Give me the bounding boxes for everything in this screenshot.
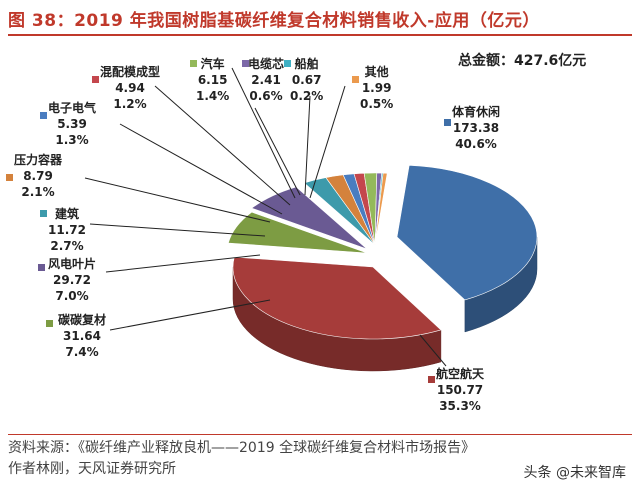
source-line-2: 作者林刚，天风证券研究所: [8, 461, 176, 477]
leader-line: [84, 177, 271, 223]
slice-label: 电缆芯 2.41 0.6%: [248, 56, 284, 104]
source-divider: [8, 434, 632, 435]
slice-name: 风电叶片: [48, 257, 97, 271]
slice-value: 29.72: [53, 273, 91, 287]
slice-name: 航空航天: [436, 367, 485, 381]
slice-name: 电缆芯: [248, 57, 285, 71]
slice-percent: 0.6%: [249, 89, 283, 103]
legend-swatch: [352, 76, 359, 83]
leader-line: [254, 107, 301, 196]
leader-line: [304, 95, 311, 196]
leader-line: [109, 299, 271, 331]
slice-label: 其他 1.99 0.5%: [360, 64, 393, 112]
slice-name: 其他: [364, 65, 389, 79]
slice-value: 1.99: [361, 81, 392, 95]
legend-swatch: [46, 320, 53, 327]
slice-value: 2.41: [251, 73, 281, 87]
slice-value: 31.64: [63, 329, 101, 343]
slice-name: 船舶: [294, 57, 319, 71]
slice-name: 电子电气: [48, 101, 97, 115]
slice-value: 11.72: [48, 223, 86, 237]
source-line-1: 资料来源：《碳纤维产业释放良机——2019 全球碳纤维复合材料市场报告》: [8, 440, 476, 456]
slice-label: 压力容器 8.79 2.1%: [14, 152, 62, 200]
slice-value: 8.79: [23, 169, 53, 183]
legend-swatch: [284, 60, 291, 67]
pie-slice: [374, 172, 388, 246]
legend-swatch: [40, 210, 47, 217]
slice-percent: 2.7%: [50, 239, 84, 253]
slice-name: 体育休闲: [452, 105, 501, 119]
slice-percent: 40.6%: [455, 137, 497, 151]
pie-slice: [232, 256, 442, 340]
total-amount: 总金额：427.6亿元: [458, 53, 587, 69]
slice-name: 压力容器: [14, 153, 63, 167]
leader-line: [119, 123, 283, 215]
slice-percent: 2.1%: [21, 185, 55, 199]
leader-line: [231, 67, 296, 199]
slice-value: 150.77: [436, 383, 484, 397]
pie-slice: [227, 211, 368, 254]
slice-name: 建筑: [54, 207, 79, 221]
slice-percent: 7.4%: [65, 345, 99, 359]
legend-swatch: [190, 60, 197, 67]
slice-percent: 7.0%: [55, 289, 89, 303]
slice-value: 5.39: [57, 117, 87, 131]
slice-label: 体育休闲 173.38 40.6%: [452, 104, 500, 152]
slice-name: 混配模成型: [100, 65, 161, 79]
leader-line: [419, 334, 447, 367]
slice-percent: 0.2%: [290, 89, 324, 103]
slice-label: 船舶 0.67 0.2%: [290, 56, 323, 104]
slice-value: 173.38: [452, 121, 500, 135]
slice-percent: 1.3%: [55, 133, 89, 147]
slice-name: 汽车: [200, 57, 225, 71]
slice-percent: 1.2%: [113, 97, 147, 111]
legend-swatch: [242, 60, 249, 67]
slice-label: 风电叶片 29.72 7.0%: [48, 256, 96, 304]
slice-percent: 1.4%: [196, 89, 230, 103]
legend-swatch: [38, 264, 45, 271]
legend-swatch: [428, 376, 435, 383]
title-divider: [8, 34, 632, 36]
watermark: 头条 @未来智库: [523, 465, 626, 481]
figure-title: 图 38：2019 年我国树脂基碳纤维复合材料销售收入-应用（亿元）: [8, 11, 540, 31]
slice-percent: 0.5%: [360, 97, 394, 111]
pie-slice: [396, 164, 538, 301]
leader-line: [309, 85, 346, 199]
legend-swatch: [40, 112, 47, 119]
leader-line: [89, 223, 266, 237]
slice-percent: 35.3%: [439, 399, 481, 413]
slice-label: 汽车 6.15 1.4%: [196, 56, 229, 104]
legend-swatch: [92, 76, 99, 83]
slice-label: 航空航天 150.77 35.3%: [436, 366, 484, 414]
slice-label: 建筑 11.72 2.7%: [48, 206, 86, 254]
slice-name: 碳碳复材: [58, 313, 107, 327]
legend-swatch: [6, 174, 13, 181]
slice-value: 0.67: [291, 73, 322, 87]
source-note: 资料来源：《碳纤维产业释放良机——2019 全球碳纤维复合材料市场报告》 作者林…: [8, 438, 475, 480]
slice-label: 电子电气 5.39 1.3%: [48, 100, 96, 148]
leader-line: [105, 254, 261, 273]
slice-label: 碳碳复材 31.64 7.4%: [58, 312, 106, 360]
leader-line: [154, 85, 291, 206]
slice-value: 6.15: [197, 73, 228, 87]
slice-value: 4.94: [115, 81, 145, 95]
slice-label: 混配模成型 4.94 1.2%: [100, 64, 160, 112]
legend-swatch: [444, 119, 451, 126]
